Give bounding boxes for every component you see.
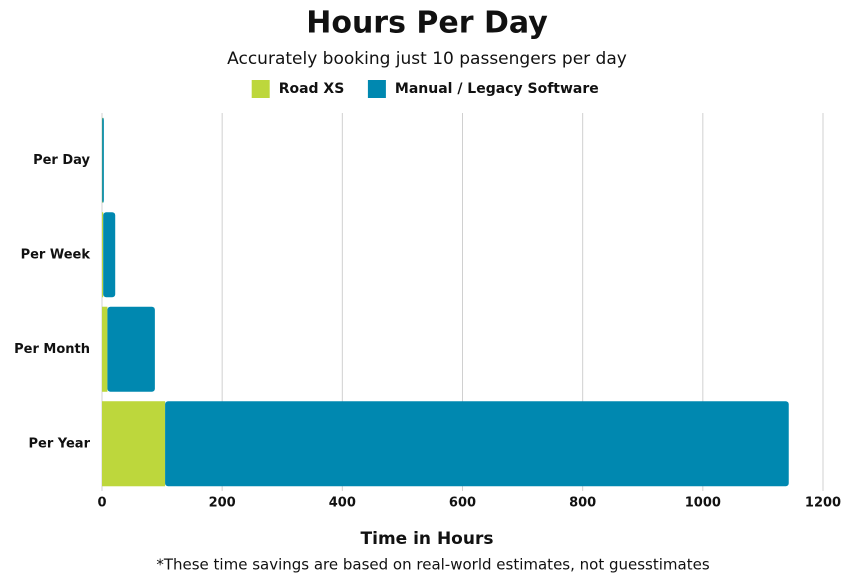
legend-label: Road XS [279, 81, 345, 97]
legend-swatch [251, 80, 270, 98]
bar-segment [102, 401, 166, 487]
bar-segment [103, 212, 116, 298]
y-tick-label: Per Month [14, 342, 90, 357]
bar-segment [107, 306, 155, 392]
bar-segment [102, 117, 104, 203]
legend-swatch [367, 80, 386, 98]
bar-segment [102, 306, 108, 392]
footnote: *These time savings are based on real-wo… [156, 556, 710, 574]
x-axis-title: Time in Hours [361, 529, 494, 549]
x-tick-label: 600 [449, 496, 476, 511]
legend-label: Manual / Legacy Software [395, 81, 599, 97]
bar-segment [165, 401, 789, 487]
x-tick-label: 800 [569, 496, 596, 511]
x-tick-label: 400 [329, 496, 356, 511]
bar-segment [102, 212, 104, 298]
x-tick-label: 1200 [805, 496, 841, 511]
x-tick-label: 0 [97, 496, 106, 511]
x-tick-label: 200 [209, 496, 236, 511]
chart-title: Hours Per Day [306, 6, 548, 41]
y-tick-label: Per Day [33, 153, 90, 168]
chart-subtitle: Accurately booking just 10 passengers pe… [227, 49, 627, 69]
y-tick-label: Per Week [21, 247, 91, 262]
y-tick-label: Per Year [28, 436, 90, 451]
x-tick-label: 1000 [685, 496, 721, 511]
